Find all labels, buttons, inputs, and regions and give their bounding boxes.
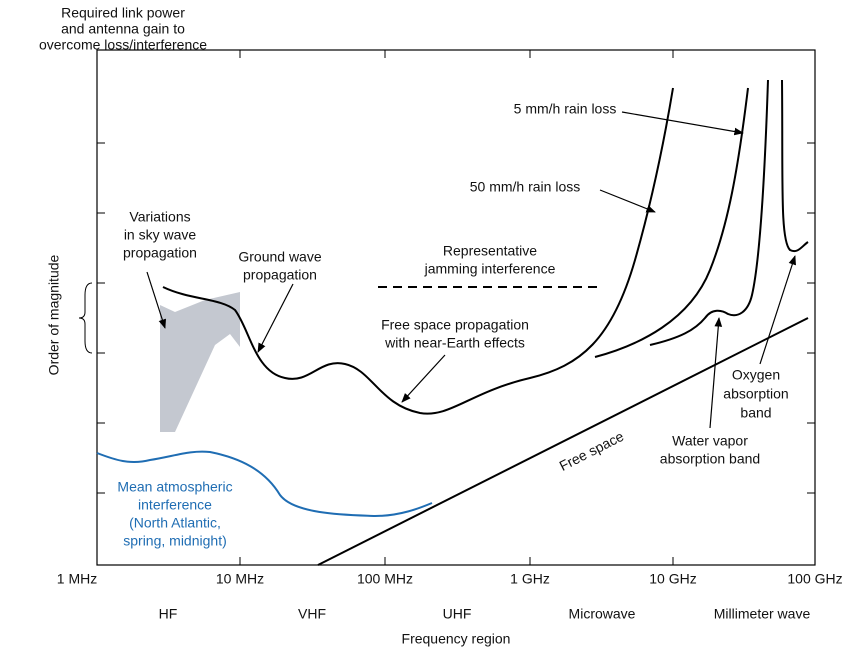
brace <box>78 282 93 354</box>
annotation: Representative <box>443 243 537 259</box>
x-tick-label: 1 MHz <box>57 571 97 587</box>
arrows <box>146 111 796 429</box>
region-label: Millimeter wave <box>714 606 811 622</box>
x-axis-label: Frequency region <box>402 631 511 647</box>
x-tick-label: 100 GHz <box>787 571 842 587</box>
annotation: absorption <box>723 386 788 402</box>
header-line: Required link power <box>61 5 185 21</box>
annotation: band <box>740 405 771 421</box>
annotation: 5 mm/h rain loss <box>514 101 617 117</box>
absorption-curve <box>649 79 809 346</box>
annotation: Free space propagation <box>381 317 529 333</box>
region-label: VHF <box>298 606 326 622</box>
annotation: 50 mm/h rain loss <box>470 179 580 195</box>
x-tick-label: 100 MHz <box>357 571 413 587</box>
annotation: absorption band <box>660 451 760 467</box>
header-line: overcome loss/interference <box>39 37 207 53</box>
rain-5-curve <box>594 87 749 358</box>
header-line: and antenna gain to <box>61 21 185 37</box>
annotation: Ground wave <box>238 249 321 265</box>
annotation: Mean atmospheric <box>117 479 232 495</box>
sky-wave-band <box>160 292 240 432</box>
annotation: (North Atlantic, <box>129 515 221 531</box>
region-label: Microwave <box>569 606 636 622</box>
annotation: Variations <box>129 209 190 225</box>
atmospheric-curve <box>96 450 433 518</box>
annotation: interference <box>138 497 212 513</box>
annotation: with near-Earth effects <box>384 335 525 351</box>
annotation: Free space <box>557 428 627 474</box>
annotation: in sky wave <box>124 227 197 243</box>
ticks <box>97 50 815 565</box>
x-tick-label: 1 GHz <box>510 571 550 587</box>
annotation: propagation <box>123 245 197 261</box>
plot-frame <box>96 49 816 566</box>
annotation: spring, midnight) <box>123 533 227 549</box>
region-label: UHF <box>443 606 472 622</box>
propagation-curve <box>162 87 674 415</box>
annotation: Water vapor <box>672 433 748 449</box>
annotation: jamming interference <box>424 261 556 277</box>
region-label: HF <box>159 606 178 622</box>
x-tick-label: 10 GHz <box>649 571 696 587</box>
y-axis-label: Order of magnitude <box>46 254 62 375</box>
free-space-line <box>317 317 809 566</box>
annotation: propagation <box>243 267 317 283</box>
x-tick-label: 10 MHz <box>216 571 264 587</box>
annotation: Oxygen <box>732 367 780 383</box>
